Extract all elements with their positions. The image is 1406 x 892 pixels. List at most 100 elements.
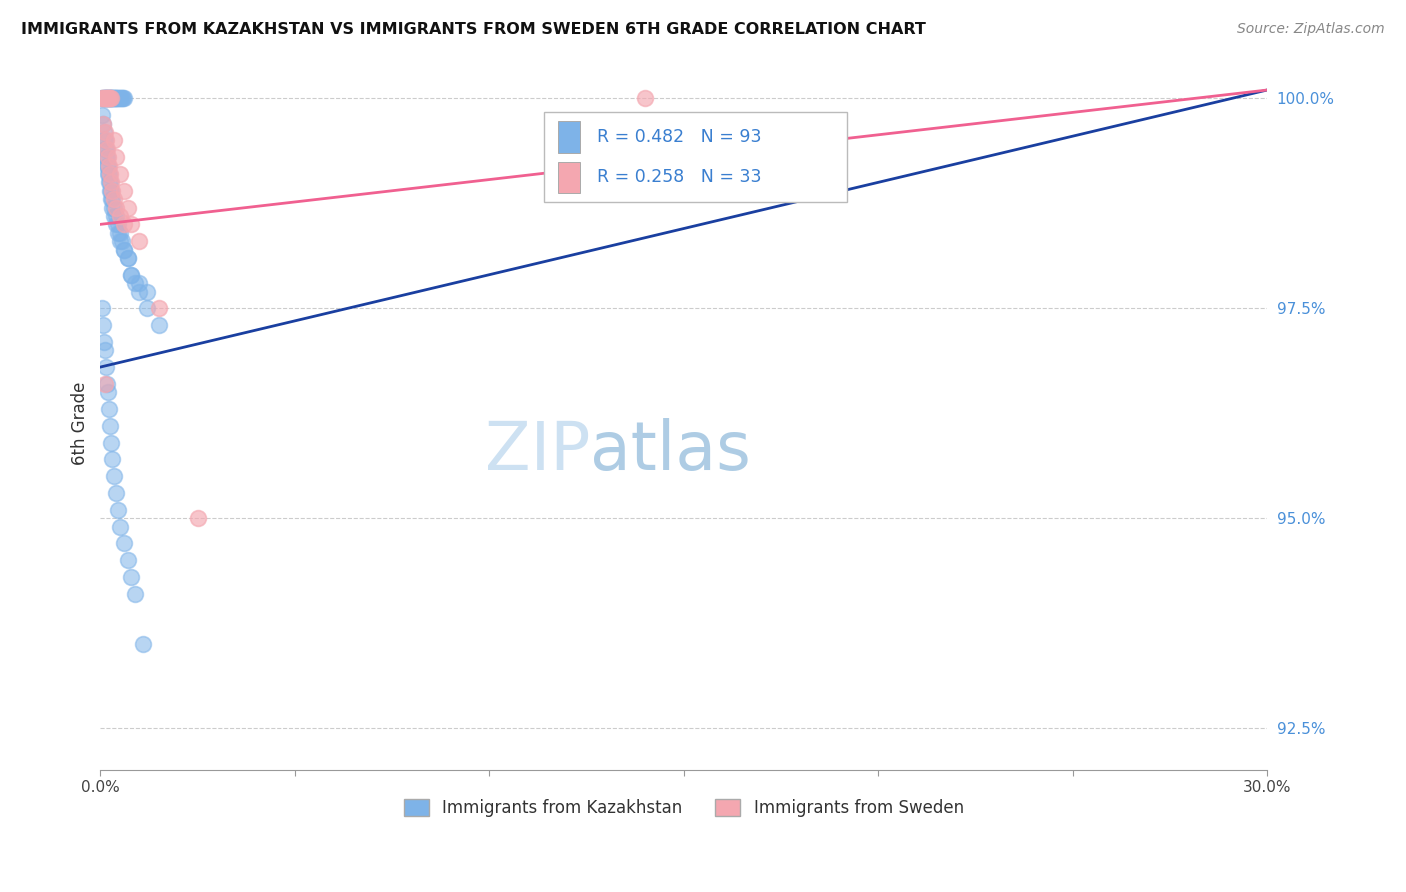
Point: [104, 91, 127, 105]
Point: [110, 91, 132, 105]
Point: [112, 184, 135, 198]
Point: [91, 91, 114, 105]
Point: [100, 91, 122, 105]
Point: [93, 133, 115, 147]
Point: [93, 125, 115, 139]
Point: [103, 192, 125, 206]
Point: [94, 91, 117, 105]
Point: [634, 91, 657, 105]
Point: [136, 285, 159, 299]
Point: [97, 91, 120, 105]
Point: [93, 334, 115, 349]
Point: [128, 276, 150, 290]
Point: [96, 159, 118, 173]
Point: [96, 133, 118, 147]
Point: [108, 209, 131, 223]
Point: [96, 91, 118, 105]
Point: [136, 301, 159, 316]
Point: [101, 201, 124, 215]
Point: [112, 536, 135, 550]
Point: [117, 251, 139, 265]
Point: [103, 91, 125, 105]
Point: [101, 91, 124, 105]
Point: [128, 234, 150, 248]
Point: [97, 91, 120, 105]
Point: [96, 91, 118, 105]
Point: [93, 91, 115, 105]
Text: atlas: atlas: [591, 418, 751, 484]
Point: [101, 91, 124, 105]
Point: [94, 133, 117, 147]
Point: [96, 150, 118, 164]
Point: [97, 175, 120, 189]
Point: [91, 108, 114, 122]
Point: [104, 209, 127, 223]
Point: [121, 570, 143, 584]
Point: [107, 226, 129, 240]
Point: [104, 486, 127, 500]
Point: [148, 318, 170, 332]
Point: [98, 418, 121, 433]
Point: [101, 184, 124, 198]
Point: [111, 234, 134, 248]
Bar: [544, 112, 846, 202]
Point: [100, 175, 122, 189]
Point: [97, 91, 120, 105]
Point: [101, 452, 124, 467]
Point: [94, 142, 117, 156]
Point: [96, 91, 118, 105]
Point: [100, 91, 122, 105]
Point: [96, 150, 118, 164]
Point: [187, 511, 209, 525]
Point: [97, 159, 120, 173]
Point: [98, 175, 121, 189]
Point: [117, 201, 139, 215]
Point: [104, 91, 127, 105]
Point: [94, 91, 117, 105]
Point: [103, 91, 125, 105]
Point: [94, 125, 117, 139]
Text: IMMIGRANTS FROM KAZAKHSTAN VS IMMIGRANTS FROM SWEDEN 6TH GRADE CORRELATION CHART: IMMIGRANTS FROM KAZAKHSTAN VS IMMIGRANTS…: [21, 22, 927, 37]
Point: [93, 91, 115, 105]
Point: [94, 343, 117, 358]
Point: [97, 167, 120, 181]
Y-axis label: 6th Grade: 6th Grade: [72, 382, 89, 466]
Point: [96, 359, 118, 374]
Point: [108, 167, 131, 181]
Point: [97, 402, 120, 417]
Point: [97, 385, 120, 400]
Point: [100, 192, 122, 206]
Point: [97, 167, 120, 181]
Point: [107, 91, 129, 105]
Text: R = 0.258   N = 33: R = 0.258 N = 33: [598, 168, 762, 186]
Point: [104, 150, 127, 164]
Point: [97, 91, 120, 105]
Point: [104, 91, 127, 105]
Point: [112, 243, 135, 257]
Point: [97, 150, 120, 164]
Text: R = 0.482   N = 93: R = 0.482 N = 93: [598, 128, 762, 146]
Point: [111, 91, 134, 105]
Point: [100, 184, 122, 198]
Point: [117, 553, 139, 567]
Bar: [558, 162, 579, 193]
Point: [128, 285, 150, 299]
Point: [96, 376, 118, 391]
Point: [111, 91, 134, 105]
Point: [112, 218, 135, 232]
Point: [96, 91, 118, 105]
Bar: [558, 121, 579, 153]
Point: [108, 519, 131, 533]
Point: [107, 218, 129, 232]
Point: [132, 637, 155, 651]
Point: [96, 142, 118, 156]
Point: [97, 91, 120, 105]
Point: [91, 91, 114, 105]
Point: [98, 167, 121, 181]
Point: [112, 91, 135, 105]
Point: [93, 318, 115, 332]
Point: [148, 301, 170, 316]
Point: [93, 91, 115, 105]
Point: [103, 469, 125, 483]
Text: Source: ZipAtlas.com: Source: ZipAtlas.com: [1237, 22, 1385, 37]
